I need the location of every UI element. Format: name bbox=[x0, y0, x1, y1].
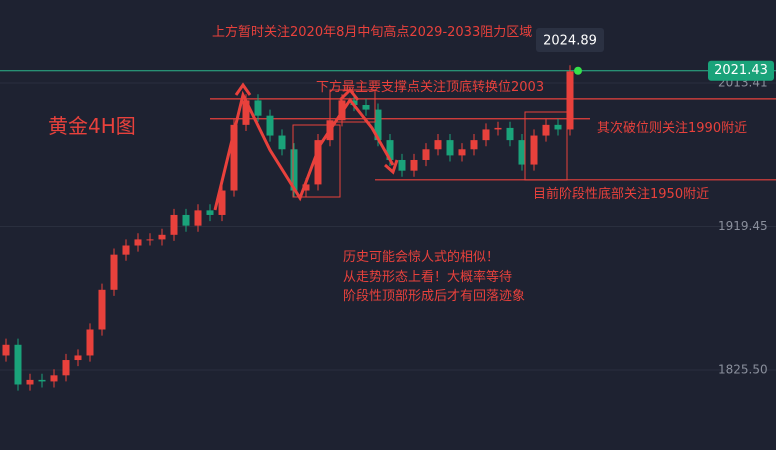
candle-body bbox=[122, 245, 130, 255]
candle-body bbox=[494, 127, 502, 130]
candle-body bbox=[410, 159, 418, 171]
candle-body bbox=[362, 104, 370, 110]
candle-body bbox=[134, 239, 142, 246]
candle-body bbox=[14, 344, 22, 385]
crosshair-label: 2024.89 bbox=[543, 34, 597, 49]
candle-body bbox=[542, 124, 550, 136]
candle-body bbox=[98, 289, 106, 330]
candle-body bbox=[386, 140, 394, 160]
candle-body bbox=[554, 124, 562, 130]
y-tick-label: 1919.45 bbox=[718, 219, 768, 233]
candle-body bbox=[242, 100, 250, 125]
candle-body bbox=[218, 190, 226, 215]
last-price-label: 2021.43 bbox=[714, 63, 768, 78]
box bbox=[329, 89, 376, 123]
candle-body bbox=[206, 210, 214, 215]
candle-body bbox=[50, 375, 58, 382]
chart-title: 黄金4H图 bbox=[48, 114, 136, 138]
box bbox=[292, 124, 341, 198]
candle-body bbox=[110, 254, 118, 290]
grid bbox=[0, 70, 776, 371]
candle-body bbox=[170, 214, 178, 235]
annotation: 下方最主要支撑点关注顶底转换位2003 bbox=[316, 79, 544, 95]
candle-body bbox=[446, 140, 454, 156]
candle-body bbox=[266, 115, 274, 136]
candle-body bbox=[26, 379, 34, 385]
candle-body bbox=[278, 135, 286, 150]
candle-body bbox=[398, 159, 406, 171]
candle-body bbox=[506, 127, 514, 141]
boxes bbox=[292, 89, 568, 198]
candle-body bbox=[458, 149, 466, 156]
last-price-dot bbox=[574, 66, 582, 75]
candle-body bbox=[566, 71, 574, 130]
arrow-head bbox=[234, 82, 252, 96]
candle-body bbox=[518, 140, 526, 165]
candles bbox=[2, 65, 574, 391]
candle-body bbox=[302, 184, 310, 191]
candle-body bbox=[374, 109, 382, 141]
candle-body bbox=[86, 329, 94, 356]
last-price-box bbox=[708, 60, 774, 81]
crosshair-box bbox=[536, 28, 604, 52]
pattern-drawings bbox=[213, 82, 399, 211]
arrow-head bbox=[384, 159, 399, 175]
candle-body bbox=[314, 140, 322, 185]
candle-body bbox=[530, 135, 538, 165]
candle-body bbox=[230, 124, 238, 191]
candle-body bbox=[194, 210, 202, 226]
candle-body bbox=[422, 149, 430, 160]
candle-body bbox=[74, 355, 82, 361]
candle-body bbox=[470, 140, 478, 150]
y-tick-label: 1825.50 bbox=[718, 362, 768, 376]
candle-body bbox=[38, 379, 46, 382]
annotation: 上方暂时关注2020年8月中旬高点2029-2033阻力区域 bbox=[212, 24, 532, 40]
candle-body bbox=[146, 239, 154, 241]
candle-body bbox=[2, 344, 10, 356]
candle-body bbox=[482, 129, 490, 141]
candle-body bbox=[290, 149, 298, 191]
zigzag bbox=[213, 90, 395, 211]
candle-body bbox=[434, 140, 442, 150]
annotation: 目前阶段性底部关注1950附近 bbox=[533, 186, 709, 202]
candle-body bbox=[62, 360, 70, 376]
candle-body bbox=[158, 234, 166, 240]
candle-body bbox=[182, 214, 190, 226]
annotation: 历史可能会惊人式的相似！ bbox=[343, 249, 499, 265]
annotation: 阶段性顶部形成后才有回落迹象 bbox=[343, 289, 525, 304]
annotation: 其次破位则关注1990附近 bbox=[597, 120, 747, 136]
box bbox=[524, 111, 568, 181]
annotation: 从走势形态上看！大概率等待 bbox=[343, 269, 512, 285]
candle-body bbox=[254, 100, 262, 116]
